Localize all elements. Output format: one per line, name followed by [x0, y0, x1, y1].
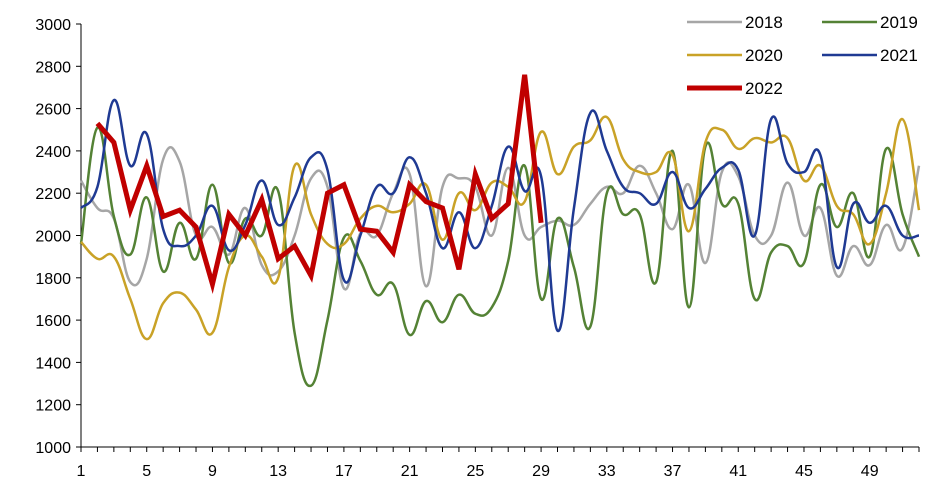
x-tick-label: 29	[532, 463, 550, 480]
y-tick-label: 3000	[35, 17, 71, 34]
x-tick-label: 21	[401, 463, 419, 480]
x-tick-label: 25	[466, 463, 484, 480]
y-tick-label: 2200	[35, 186, 71, 203]
y-tick-label: 1400	[35, 355, 71, 372]
x-tick-label: 41	[729, 463, 747, 480]
series-line-2021	[80, 98, 920, 332]
legend-label-2020: 2020	[745, 46, 783, 65]
series-line-2022	[95, 74, 544, 295]
y-tick-label: 1000	[35, 440, 71, 457]
y-tick-label: 2600	[35, 102, 71, 119]
legend-label-2018: 2018	[745, 13, 783, 32]
y-axis-ticks: 1000 1200 1400 1600 1800 2000 2200 2400 2600 2800…	[35, 17, 81, 457]
x-axis-ticks: 1 5 9 13 17 21 25 29 33 37 41 45 49	[77, 447, 920, 480]
y-tick-label: 2000	[35, 229, 71, 246]
y-tick-label: 1600	[35, 313, 71, 330]
x-tick-label: 33	[598, 463, 616, 480]
x-tick-label: 5	[142, 463, 151, 480]
y-tick-label: 1800	[35, 271, 71, 288]
y-tick-label: 1200	[35, 398, 71, 415]
y-tick-label: 2400	[35, 144, 71, 161]
y-tick-label: 2800	[35, 59, 71, 76]
series-line-2018	[79, 146, 921, 291]
x-tick-label: 13	[269, 463, 287, 480]
x-tick-label: 17	[335, 463, 353, 480]
legend-label-2019: 2019	[880, 13, 918, 32]
x-tick-label: 9	[208, 463, 217, 480]
x-tick-label: 45	[795, 463, 813, 480]
legend: 2018 2019 2020 2021 2022	[687, 13, 918, 98]
series-line-2020	[80, 115, 921, 341]
plot-area: 1000 1200 1400 1600 1800 2000 2200 2400 2600 2800…	[35, 17, 921, 480]
series-layer	[79, 74, 921, 387]
x-tick-label: 37	[664, 463, 682, 480]
x-tick-label: 1	[77, 463, 86, 480]
legend-label-2022: 2022	[745, 79, 783, 98]
x-tick-label: 49	[861, 463, 879, 480]
legend-label-2021: 2021	[880, 46, 918, 65]
